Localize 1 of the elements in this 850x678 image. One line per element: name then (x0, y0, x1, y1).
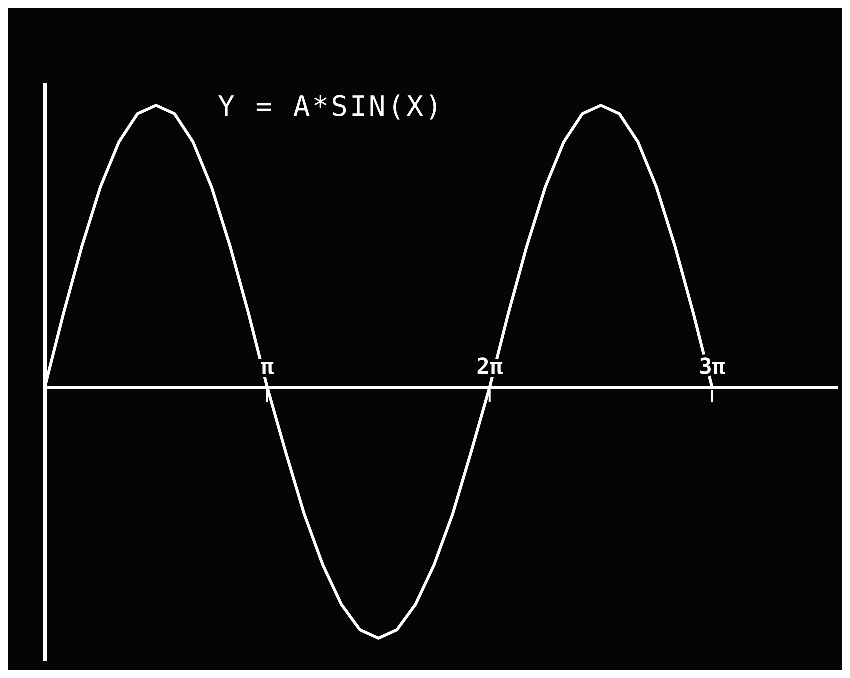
chart-title: Y = A*SIN(X) (218, 90, 444, 123)
